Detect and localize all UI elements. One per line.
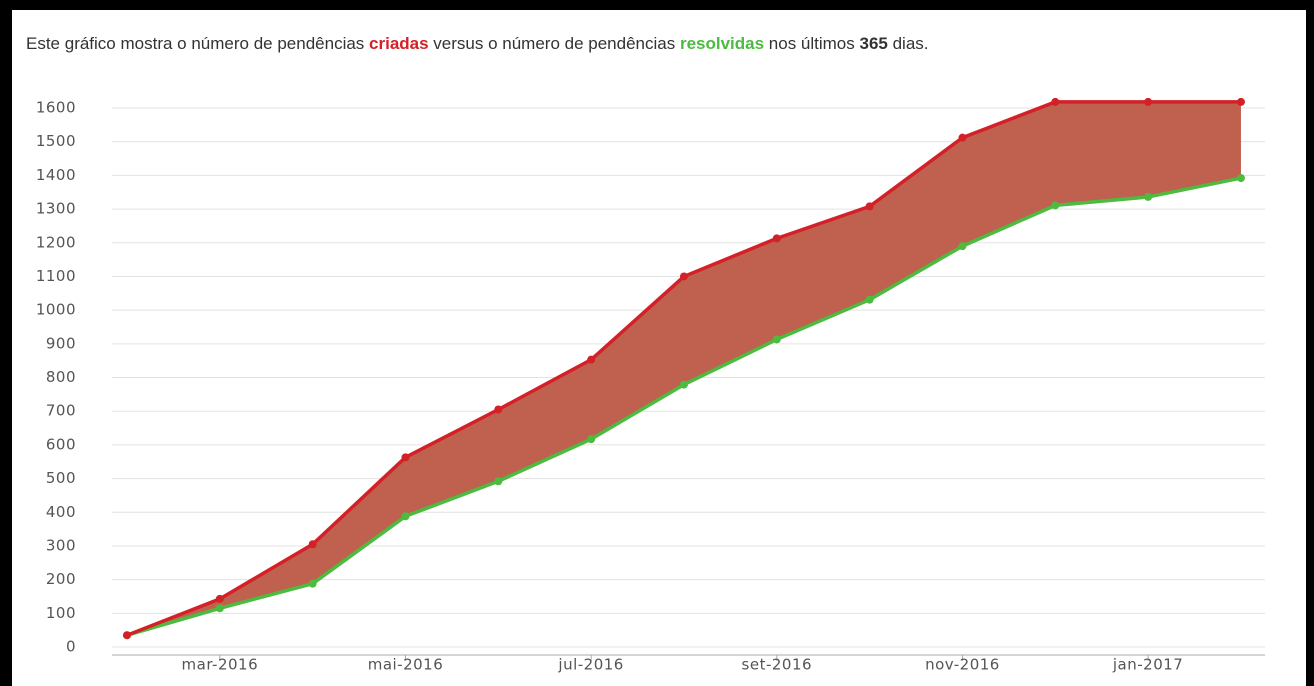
point (308, 540, 317, 549)
x-tick-label: mar-2016 (182, 656, 259, 674)
text: resolvidas (679, 34, 765, 53)
text: versus o número de pendências (428, 34, 680, 53)
x-tick-label: jul-2016 (557, 656, 623, 674)
y-tick-label: 1600 (36, 99, 76, 117)
point (1236, 97, 1245, 106)
point (772, 335, 781, 344)
point (958, 133, 967, 142)
y-tick-label: 1500 (36, 132, 76, 150)
point (123, 631, 131, 640)
point (1051, 201, 1060, 210)
point (401, 453, 410, 462)
text: nos últimos (764, 34, 860, 53)
point (494, 405, 503, 414)
y-tick-label: 500 (46, 469, 76, 487)
y-tick-label: 600 (46, 435, 76, 453)
y-tick-label: 0 (66, 638, 76, 656)
point (865, 202, 874, 211)
y-tick-label: 1100 (36, 267, 76, 285)
y-tick-label: 700 (46, 402, 76, 420)
point (679, 380, 688, 389)
y-tick-label: 400 (46, 503, 76, 521)
point (494, 477, 503, 486)
text: 365 (859, 34, 888, 53)
x-tick-label: mai-2016 (368, 656, 444, 674)
point (1144, 97, 1153, 106)
point (1144, 192, 1153, 201)
point (215, 594, 224, 603)
x-tick-label: jan-2017 (1112, 656, 1183, 674)
y-tick-label: 100 (46, 604, 76, 622)
point (679, 272, 688, 281)
point (308, 579, 317, 588)
y-tick-label: 200 (46, 570, 76, 588)
point (772, 234, 781, 243)
point (587, 435, 596, 444)
text: Este gráfico mostra o número de pendênci… (26, 34, 370, 53)
text: dias. (887, 34, 929, 53)
x-tick-label: nov-2016 (925, 656, 1000, 674)
point (958, 242, 967, 251)
point (865, 295, 874, 304)
y-tick-label: 1400 (36, 166, 76, 184)
y-tick-label: 800 (46, 368, 76, 386)
description: Este gráfico mostra o número de pendênci… (26, 34, 929, 54)
y-tick-label: 1000 (36, 301, 76, 319)
y-tick-label: 300 (46, 536, 76, 554)
point (401, 512, 410, 521)
point (215, 604, 224, 613)
y-tick-label: 900 (46, 334, 76, 352)
text: criadas (369, 34, 429, 53)
point (1236, 174, 1245, 183)
y-tick-label: 1300 (36, 200, 76, 218)
point (587, 355, 596, 364)
y-tick-label: 1200 (36, 233, 76, 251)
x-tick-label: set-2016 (742, 656, 813, 674)
area-between (127, 101, 1241, 636)
point (1051, 97, 1060, 106)
